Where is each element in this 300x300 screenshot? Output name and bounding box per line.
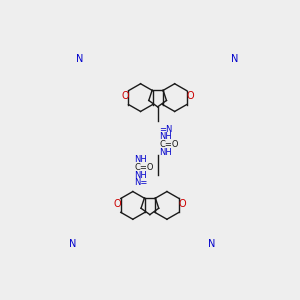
Text: N: N [208,239,216,249]
Text: O: O [121,91,129,101]
Text: N: N [69,239,76,249]
Text: NH: NH [159,148,172,157]
Text: O: O [178,199,186,209]
Text: C=O: C=O [134,163,154,172]
Text: =N: =N [159,124,172,134]
Text: NH: NH [159,132,172,141]
Text: N: N [76,54,84,64]
Text: NH: NH [134,155,147,164]
Text: O: O [186,91,194,101]
Text: O: O [113,199,121,209]
Text: N=: N= [134,178,148,188]
Text: N: N [231,54,239,64]
Text: C=O: C=O [159,140,179,149]
Text: NH: NH [134,171,147,180]
